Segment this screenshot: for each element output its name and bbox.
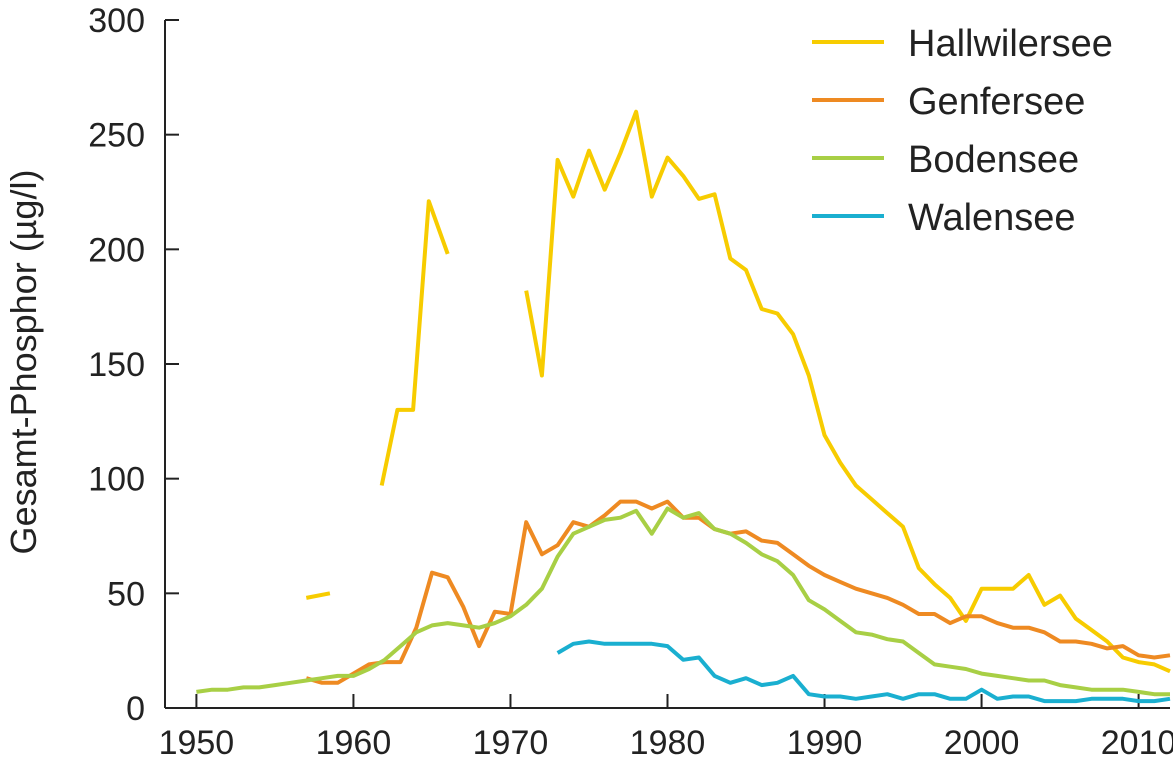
y-axis-title: Gesamt-Phosphor (µg/l)	[3, 170, 44, 555]
legend-label-walensee: Walensee	[908, 197, 1076, 239]
x-tick-label: 1970	[473, 724, 549, 762]
series-line-hallwilersee	[305, 109, 1171, 674]
x-tick-label: 1990	[787, 724, 863, 762]
series-line-bodensee	[196, 506, 1170, 697]
legend-label-bodensee: Bodensee	[908, 139, 1079, 181]
y-tick-label: 100	[88, 461, 145, 499]
series-line-walensee	[556, 639, 1171, 704]
x-tick-label: 1980	[630, 724, 706, 762]
x-ticks: 1950 1960 1970 1980 1990 2000 2010	[159, 694, 1173, 762]
y-tick-label: 300	[88, 2, 145, 40]
x-tick-label: 1950	[159, 724, 235, 762]
y-tick-label: 200	[88, 231, 145, 269]
legend-label-hallwilersee: Hallwilersee	[908, 23, 1113, 65]
legend-label-genfersee: Genfersee	[908, 81, 1085, 123]
series-line-genfersee	[305, 499, 1171, 685]
axes	[164, 20, 1170, 709]
x-tick-label: 1960	[316, 724, 392, 762]
y-tick-label: 150	[88, 346, 145, 384]
x-tick-label: 2010	[1101, 724, 1173, 762]
legend: Hallwilersee Genfersee Bodensee Walensee	[812, 23, 1113, 239]
plot-series	[196, 109, 1171, 704]
y-tick-label: 50	[107, 575, 145, 613]
y-ticks: 0 50 100 150 200 250 300	[88, 2, 179, 728]
y-tick-label: 0	[126, 690, 145, 728]
y-tick-label: 250	[88, 117, 145, 155]
x-tick-label: 2000	[944, 724, 1020, 762]
